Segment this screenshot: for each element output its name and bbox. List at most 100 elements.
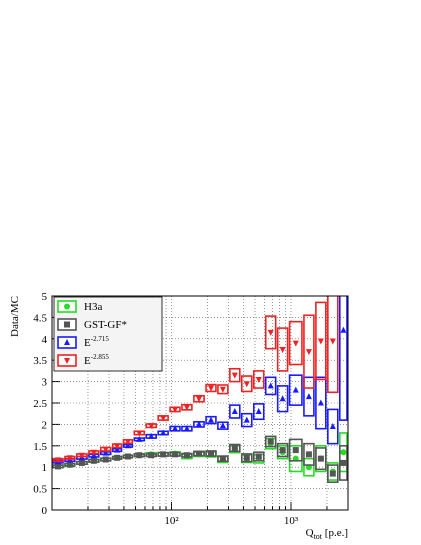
x-tick-label: 10² [164, 515, 179, 527]
marker [160, 415, 167, 422]
y-axis-label: Data/MC [9, 296, 21, 337]
x-label-rest: [p.e.] [322, 527, 348, 539]
marker [243, 381, 250, 388]
marker [243, 454, 250, 461]
systematic-box [229, 367, 241, 383]
marker [305, 451, 312, 458]
y-tick-label: 5 [42, 291, 48, 303]
marker [219, 422, 226, 429]
marker [124, 453, 131, 460]
marker [160, 451, 167, 458]
x-tick-label: 10³ [284, 515, 299, 527]
systematic-box [252, 403, 265, 421]
marker [172, 425, 179, 432]
marker [124, 442, 131, 449]
systematic-box [315, 301, 327, 381]
systematic-box [327, 408, 339, 445]
systematic-box [276, 385, 289, 413]
marker [317, 399, 324, 406]
marker [114, 446, 121, 453]
marker [340, 449, 347, 456]
systematic-box [229, 443, 241, 453]
marker [64, 321, 70, 328]
marker [279, 447, 286, 454]
marker [329, 338, 336, 345]
marker [305, 349, 312, 356]
marker [267, 329, 274, 336]
frame [51, 295, 349, 511]
systematic-box [252, 370, 265, 389]
legend-label: GST-GF* [84, 319, 127, 331]
y-tick-label: 0 [42, 505, 48, 517]
systematic-box [315, 447, 327, 471]
marker [317, 455, 324, 462]
marker [267, 382, 274, 389]
systematic-box [264, 315, 277, 350]
marker [66, 455, 73, 462]
y-tick-label: 3.5 [33, 355, 47, 367]
systematic-box [240, 412, 253, 428]
marker [219, 386, 226, 393]
systematic-box [217, 384, 229, 395]
marker [208, 450, 215, 457]
y-tick-label: 2 [42, 419, 48, 431]
y-tick-label: 2.5 [33, 398, 47, 410]
systematic-box [303, 442, 315, 466]
x-label-main: Q [306, 527, 314, 539]
marker [78, 452, 85, 459]
marker [102, 446, 109, 453]
y-tick-label: 1 [42, 462, 48, 474]
systematic-box [240, 375, 253, 393]
y-tick-label: 3 [42, 377, 48, 389]
marker [136, 435, 143, 442]
legend-name: GST-GF* [84, 319, 127, 331]
marker [136, 452, 143, 459]
systematic-box [303, 376, 315, 417]
marker [329, 470, 336, 477]
systematic-box [327, 296, 339, 394]
marker [255, 453, 262, 460]
marker [183, 404, 190, 411]
marker [255, 408, 262, 415]
y-tick-label: 4.5 [33, 312, 47, 324]
marker [292, 447, 299, 454]
marker [219, 455, 226, 462]
marker [114, 454, 121, 461]
y-tick-label: 4 [42, 334, 48, 346]
marker [64, 303, 70, 310]
marker [231, 444, 238, 451]
plot-area [52, 296, 348, 483]
marker [64, 358, 70, 364]
marker [148, 423, 155, 430]
systematic-box [240, 453, 253, 463]
marker [208, 385, 215, 392]
systematic-box [327, 464, 339, 483]
systematic-box [303, 457, 315, 477]
systematic-box [229, 404, 241, 419]
marker [267, 438, 274, 445]
systematic-box [288, 320, 303, 366]
y-tick-label: 0.5 [33, 484, 47, 496]
systematic-box [288, 438, 303, 462]
legend-exponent: -2.715 [91, 335, 110, 343]
legend-name: E [84, 337, 91, 349]
x-label-sub: tot [314, 532, 323, 541]
marker [54, 463, 61, 470]
marker [279, 347, 286, 353]
marker [124, 439, 131, 446]
marker [114, 443, 121, 450]
marker [255, 376, 262, 383]
marker [279, 395, 286, 402]
marker [195, 396, 202, 403]
marker [172, 406, 179, 413]
legend-label: E-2.855 [84, 353, 109, 367]
marker [172, 451, 179, 458]
marker [90, 449, 97, 456]
legend-name: E [84, 355, 91, 367]
marker [317, 338, 324, 345]
systematic-box [264, 376, 277, 396]
marker [195, 450, 202, 457]
marker [231, 408, 238, 415]
